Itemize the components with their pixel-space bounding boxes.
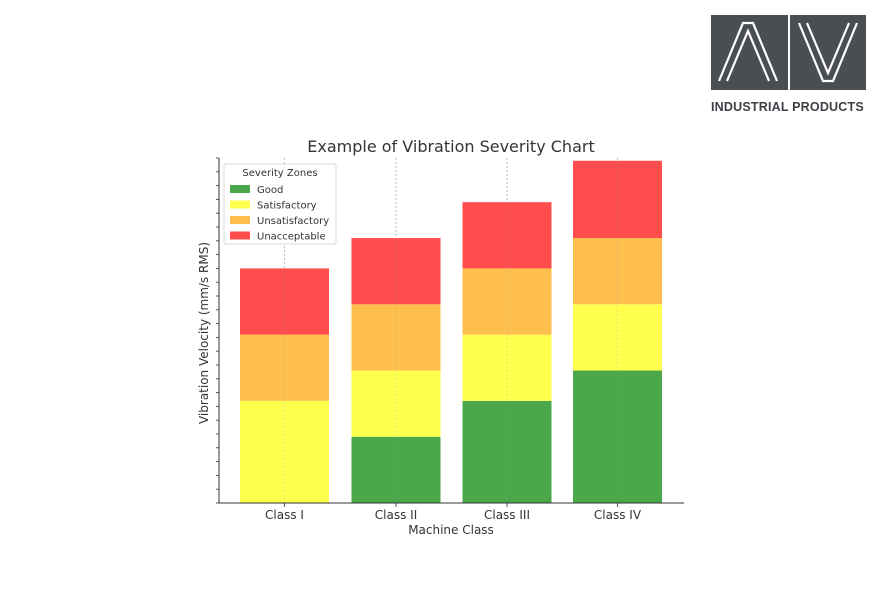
bar-class-ii-unacceptable xyxy=(351,238,441,305)
bar-class-iv-good xyxy=(573,370,662,503)
x-tick-label: Class IV xyxy=(594,508,642,522)
legend-swatch-unacceptable xyxy=(230,231,250,240)
bar-class-iv-unacceptable xyxy=(573,160,662,239)
legend: Severity Zones Good Satisfactory Unsatisfac… xyxy=(223,163,337,245)
logo-box xyxy=(711,15,866,90)
x-tick-label: Class I xyxy=(265,508,304,522)
bar-class-i-satisfactory xyxy=(240,400,329,503)
logo-caption: INDUSTRIAL PRODUCTS xyxy=(711,100,864,114)
legend-title: Severity Zones xyxy=(242,168,317,179)
bar-class-ii-good xyxy=(351,436,441,503)
legend-box xyxy=(223,163,337,245)
bar-class-iv-unsatisfactory xyxy=(573,238,662,305)
logo-divider xyxy=(788,15,790,90)
x-axis-label: Machine Class xyxy=(408,523,494,537)
bar-class-ii-satisfactory xyxy=(351,370,441,437)
y-axis-label: Vibration Velocity (mm/s RMS) xyxy=(197,242,211,424)
bar-class-i-unacceptable xyxy=(240,268,329,335)
x-tick-label: Class II xyxy=(375,508,417,522)
bar-class-iii-unacceptable xyxy=(462,202,552,269)
legend-swatch-unsatisfactory xyxy=(230,216,250,224)
bar-class-ii-unsatisfactory xyxy=(351,304,441,371)
bar-class-iii-satisfactory xyxy=(462,334,552,401)
legend-label-unacceptable: Unacceptable xyxy=(257,232,326,243)
company-logo: INDUSTRIAL PRODUCTS xyxy=(711,15,866,114)
x-tick-label: Class III xyxy=(484,508,530,522)
chart-title: Example of Vibration Severity Chart xyxy=(307,137,594,156)
legend-label-satisfactory: Satisfactory xyxy=(257,201,317,212)
bar-class-i-unsatisfactory xyxy=(240,334,329,401)
bar-class-iii-good xyxy=(462,400,552,503)
bar-class-iii-unsatisfactory xyxy=(462,268,552,335)
legend-label-good: Good xyxy=(257,185,283,196)
logo-letters-graphic xyxy=(717,21,859,83)
bar-class-iv-satisfactory xyxy=(573,304,662,371)
legend-swatch-good xyxy=(230,185,250,193)
legend-label-unsatisfactory: Unsatisfactory xyxy=(257,216,329,227)
legend-swatch-satisfactory xyxy=(230,200,250,209)
